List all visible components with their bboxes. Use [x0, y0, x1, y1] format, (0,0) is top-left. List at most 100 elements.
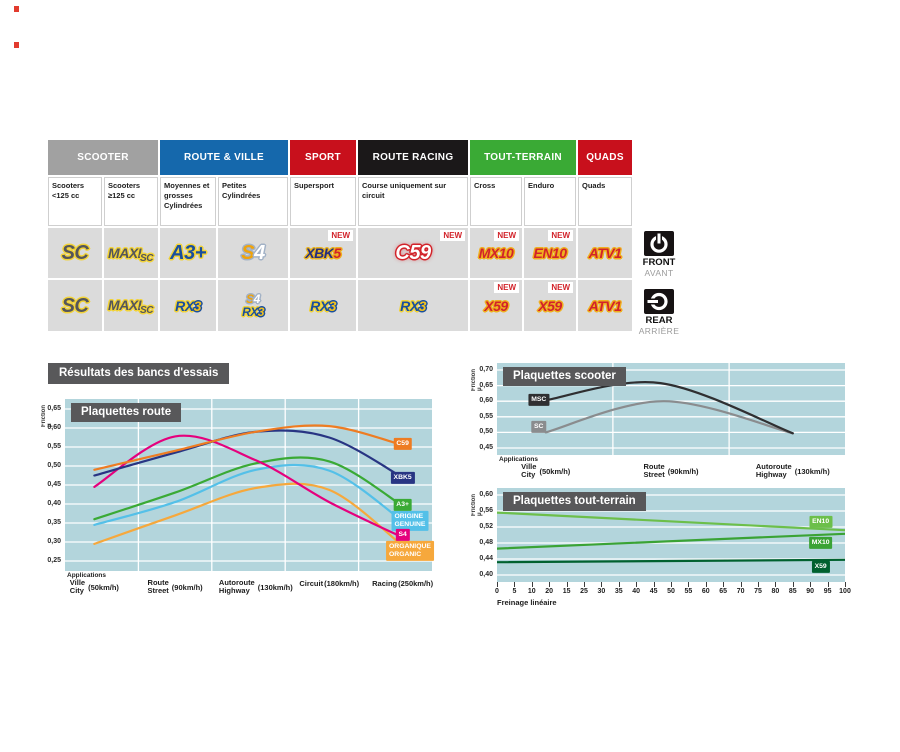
legend-chip-a3-: A3+	[393, 499, 412, 512]
product-logo-line: RX 3	[400, 299, 426, 313]
x-tick-label: 90	[806, 588, 815, 595]
x-tick	[775, 582, 777, 587]
new-badge: NEW	[494, 230, 519, 241]
product-logo-line: EN10	[533, 245, 567, 261]
chart-title: Plaquettes tout-terrain	[503, 492, 646, 511]
product-logo: XBK	[305, 245, 334, 261]
x-tick-label: 100	[839, 588, 851, 595]
x-tick-label: 95	[823, 588, 832, 595]
product-logo-line: SC	[62, 296, 89, 316]
product-logo: S	[241, 242, 255, 264]
product-logo: 5	[333, 245, 341, 261]
legend-chip-organique: ORGANIQUE ORGANIC	[386, 540, 434, 562]
application-table: SCOOTER ROUTE & VILLE SPORT ROUTE RACING TOU…	[48, 140, 632, 331]
x-station-label: Ville City (50km/h)	[69, 578, 119, 596]
product-logo: A3+	[170, 242, 206, 264]
legend-chip-c59: C59	[393, 437, 412, 451]
x-tick	[723, 582, 725, 587]
product-cell-rear: NEW X59	[524, 280, 576, 331]
plot-area: Plaquettes scooter SC MSC	[497, 363, 845, 455]
product-logo-line: SC	[62, 243, 89, 263]
product-logo: ATV1	[588, 245, 622, 261]
product-logo-line: MAXI SC	[108, 297, 154, 316]
product-logo: SC	[61, 242, 89, 264]
category-header: QUADS	[578, 140, 632, 175]
product-logo: X59	[538, 297, 562, 314]
product-logo: C59	[395, 242, 431, 264]
product-cell-rear: ATV1	[578, 280, 632, 331]
product-cell-rear: RX 3	[160, 280, 216, 331]
subcategory-label: Supersport	[290, 177, 356, 226]
y-tick-label: 0,55	[47, 443, 61, 450]
subcategory-label: Moyennes et grosses Cylindrées	[160, 177, 216, 226]
product-cell-front: A3+	[160, 228, 216, 278]
plot-area: Plaquettes tout-terrain EN10 MX10 X59	[497, 488, 845, 582]
new-badge: NEW	[440, 230, 465, 241]
x-tick	[584, 582, 585, 587]
x-station-label: Route Street (90km/h)	[643, 462, 699, 480]
x-tick-label: 35	[614, 588, 623, 595]
product-logo: MX10	[478, 245, 514, 261]
plot-area: Plaquettes route ORGANIQUE ORGANIC ORIGINE…	[65, 399, 434, 571]
product-cell-rear: RX 3	[290, 280, 356, 331]
y-tick-label: 0,60	[479, 491, 493, 498]
product-logo: 4	[253, 292, 261, 306]
y-tick-label: 0,50	[479, 428, 493, 436]
legend-chip-origine: ORIGINE GENUINE	[391, 510, 429, 531]
x-tick	[705, 582, 707, 587]
category-header: SPORT	[290, 140, 356, 175]
x-tick-label: 5	[512, 588, 517, 595]
x-axis: Applications Ville City (50km/h) Route Street…	[497, 455, 845, 489]
x-station-label: Autoroute Highway (130km/h)	[218, 578, 293, 596]
x-tick-label: 30	[597, 588, 606, 595]
x-axis-header: Applications	[67, 572, 107, 579]
front-position: FRONT AVANT	[636, 231, 682, 278]
product-cell-front: ATV1	[578, 228, 632, 278]
x-tick	[688, 582, 690, 587]
x-tick	[514, 582, 516, 587]
subcategory-label: Scooters <125 cc	[48, 177, 102, 226]
product-logo: RX	[310, 297, 329, 314]
product-cell-front: SC	[48, 228, 102, 278]
x-tick-label: 0	[495, 588, 499, 595]
x-station-label: Racing (250km/h)	[372, 579, 434, 588]
x-tick-label: 55	[684, 588, 693, 595]
product-cell-rear: RX 3	[358, 280, 468, 331]
product-logo: 3	[328, 297, 337, 314]
y-tick-label: 0,35	[47, 519, 61, 526]
y-tick-label: 0,40	[47, 500, 61, 507]
x-tick-label: 20	[545, 588, 554, 595]
y-tick-label: 0,60	[479, 397, 493, 405]
product-logo: 3	[193, 297, 202, 314]
registration-mark	[14, 42, 19, 48]
category-header: TOUT-TERRAIN	[470, 140, 576, 175]
x-tick	[601, 582, 603, 587]
x-tick	[653, 582, 655, 587]
legend-chip-en10: EN10	[809, 516, 833, 529]
product-logo: RX	[175, 297, 194, 314]
new-badge: NEW	[494, 282, 519, 293]
product-logo: MAXI	[108, 297, 142, 313]
rear-disc-icon	[644, 289, 674, 314]
x-tick-label: 65	[719, 588, 728, 595]
product-cell-front: MAXI SC	[104, 228, 158, 278]
product-logo: EN10	[533, 245, 567, 261]
legend-chip-sc: SC	[531, 420, 547, 433]
subcategory-label: Cross	[470, 177, 522, 226]
product-cell-front: NEW C59	[358, 228, 468, 278]
chart-title: Plaquettes scooter	[503, 367, 626, 386]
x-tick-label: 85	[788, 588, 797, 595]
y-tick-label: 0,44	[479, 555, 493, 562]
product-logo-line: RX 3	[242, 306, 264, 318]
y-tick-label: 0,45	[479, 444, 493, 451]
product-logo: RX	[400, 297, 419, 314]
product-logo: RX	[242, 305, 258, 319]
registration-mark	[14, 6, 19, 12]
x-tick-label: 50	[667, 588, 675, 595]
product-logo-line: A3+	[170, 243, 206, 263]
product-cell-rear: S 4 RX 3	[218, 280, 288, 331]
y-tick-label: 0,50	[47, 462, 61, 469]
subcategory-label: Enduro	[524, 177, 576, 226]
